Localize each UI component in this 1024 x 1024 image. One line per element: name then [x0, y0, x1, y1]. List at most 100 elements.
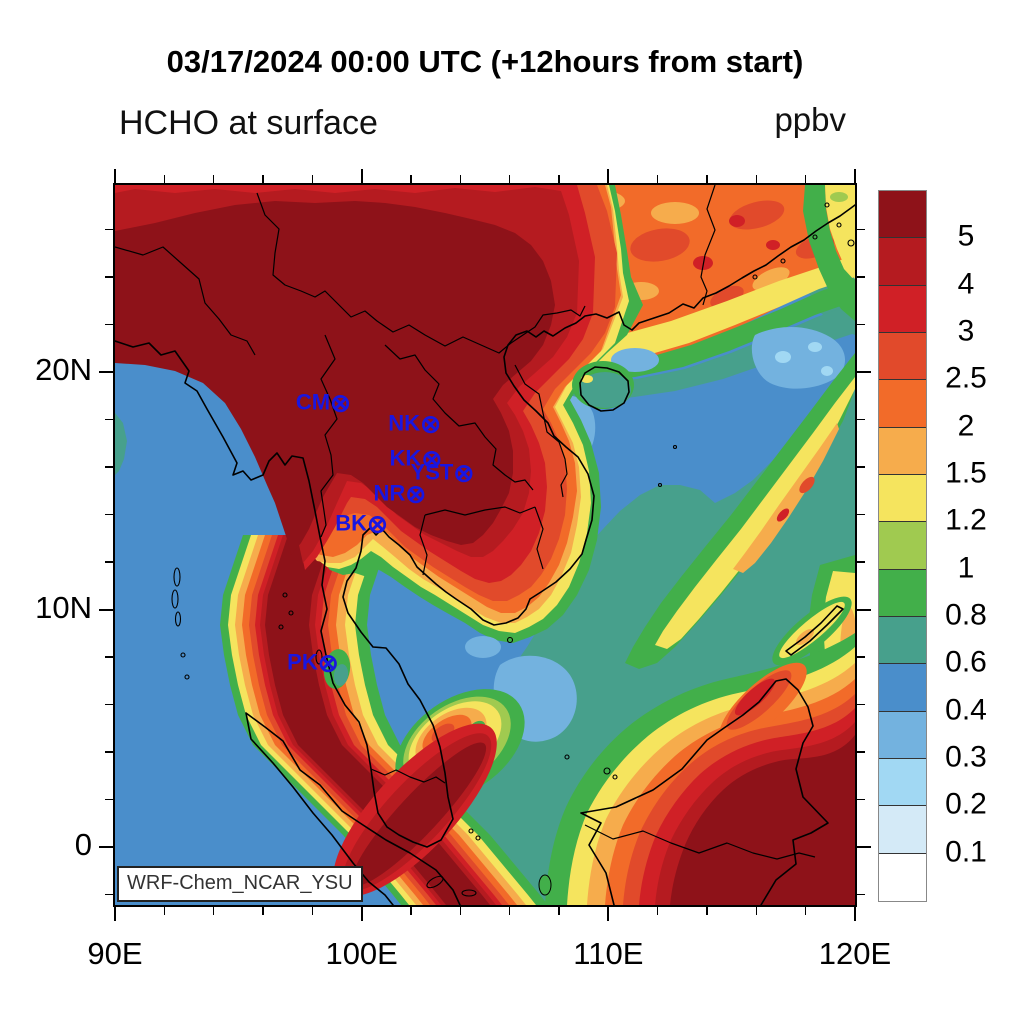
x-minor-tick [508, 907, 511, 915]
colorbar-tick-label: 0.8 [945, 598, 987, 632]
colorbar-tick-label: 1.2 [945, 503, 987, 537]
y-minor-tick [105, 798, 113, 801]
y-minor-tick [857, 561, 865, 563]
variable-title: HCHO at surface [119, 104, 378, 142]
y-major-tick [99, 371, 113, 373]
x-minor-tick [262, 907, 264, 915]
country-borders [115, 185, 816, 860]
x-minor-tick [311, 907, 314, 915]
y-major-tick [857, 608, 871, 611]
y-minor-tick [857, 513, 865, 516]
colorbar-tick-label: 0.1 [945, 834, 987, 868]
colorbar-cell [879, 664, 926, 712]
x-major-tick [854, 907, 856, 921]
small-islands [171, 202, 855, 897]
colorbar-tick-label: 5 [957, 219, 975, 253]
x-major-tick [360, 169, 363, 183]
x-minor-tick [558, 175, 560, 183]
colorbar-tick-label: 2.5 [945, 361, 987, 395]
station-circle-x-icon: ⊗ [317, 649, 339, 678]
colorbar-tick-label: 0.3 [945, 740, 987, 774]
colorbar-cell [879, 332, 926, 381]
x-major-tick [114, 169, 116, 183]
station-circle-x-icon: ⊗ [421, 445, 443, 474]
y-minor-tick [857, 751, 865, 753]
x-tick-label: 110E [573, 936, 644, 971]
colorbar-cell [879, 285, 926, 333]
x-major-tick [360, 907, 363, 921]
x-minor-tick [656, 907, 659, 915]
y-minor-tick [105, 893, 113, 896]
colorbar-cell [879, 522, 926, 570]
y-tick-label: 10N [35, 589, 92, 625]
y-tick-label: 20N [35, 352, 92, 388]
x-minor-tick [804, 907, 807, 915]
colorbar-tick-label: 0.4 [945, 692, 987, 726]
colorbar-tick-label: 1.5 [945, 456, 987, 490]
figure-title: 03/17/2024 00:00 UTC (+12hours from star… [166, 44, 804, 79]
x-minor-tick [410, 907, 412, 915]
colorbar-tick-label: 4 [957, 266, 975, 300]
x-minor-tick [410, 175, 412, 183]
colorbar-cell [879, 758, 926, 807]
colorbar-tick-label: 2 [957, 408, 975, 442]
x-minor-tick [212, 175, 215, 183]
y-minor-tick [857, 656, 865, 658]
y-minor-tick [105, 703, 113, 706]
colorbar-cell [879, 191, 926, 239]
colorbar-tick-label: 3 [957, 314, 975, 348]
x-minor-tick [558, 907, 560, 915]
x-major-tick [114, 907, 116, 921]
station-cm: CM⊗ [296, 389, 351, 418]
model-watermark: WRF-Chem_NCAR_YSU [117, 866, 363, 902]
y-minor-tick [857, 276, 865, 278]
coastlines [115, 204, 855, 905]
y-minor-tick [105, 228, 113, 231]
x-minor-tick [656, 175, 659, 183]
y-major-tick [857, 846, 871, 848]
y-major-tick [99, 846, 113, 848]
x-minor-tick [755, 907, 758, 915]
y-minor-tick [105, 418, 113, 421]
y-tick-label: 0 [74, 827, 92, 863]
y-minor-tick [105, 513, 113, 516]
y-major-tick [99, 608, 113, 611]
x-minor-tick [706, 175, 708, 183]
x-minor-tick [804, 175, 807, 183]
y-minor-tick [857, 228, 865, 231]
x-minor-tick [459, 175, 462, 183]
map-canvas [115, 185, 855, 905]
y-minor-tick [857, 418, 865, 421]
y-minor-tick [105, 323, 113, 326]
station-label: NR [373, 480, 406, 506]
station-nr: NR⊗ [373, 480, 426, 507]
station-label: NK [388, 410, 421, 436]
x-minor-tick [459, 907, 462, 915]
x-minor-tick [163, 907, 166, 915]
y-minor-tick [857, 323, 865, 326]
x-minor-tick [706, 907, 708, 915]
colorbar-cell [879, 853, 926, 901]
y-major-tick [857, 371, 871, 373]
x-tick-label: 100E [325, 936, 398, 971]
colorbar-tick-label: 0.6 [945, 645, 987, 679]
x-major-tick [607, 169, 610, 183]
station-pk: PK⊗ [287, 649, 339, 678]
y-minor-tick [105, 751, 113, 753]
y-minor-tick [857, 798, 865, 801]
colorbar-cell [879, 474, 926, 523]
x-major-tick [607, 907, 610, 921]
station-circle-x-icon: ⊗ [367, 510, 388, 539]
x-minor-tick [755, 175, 758, 183]
y-minor-tick [105, 276, 113, 278]
x-tick-label: 120E [818, 936, 892, 971]
x-minor-tick [212, 907, 215, 915]
station-nk: NK⊗ [388, 410, 442, 439]
station-circle-x-icon: ⊗ [420, 410, 442, 439]
x-minor-tick [508, 175, 511, 183]
y-minor-tick [857, 466, 865, 468]
colorbar-tick-label: 0.2 [945, 787, 987, 821]
station-circle-x-icon: ⊗ [330, 389, 351, 418]
colorbar-tick-label: 1 [957, 550, 975, 584]
